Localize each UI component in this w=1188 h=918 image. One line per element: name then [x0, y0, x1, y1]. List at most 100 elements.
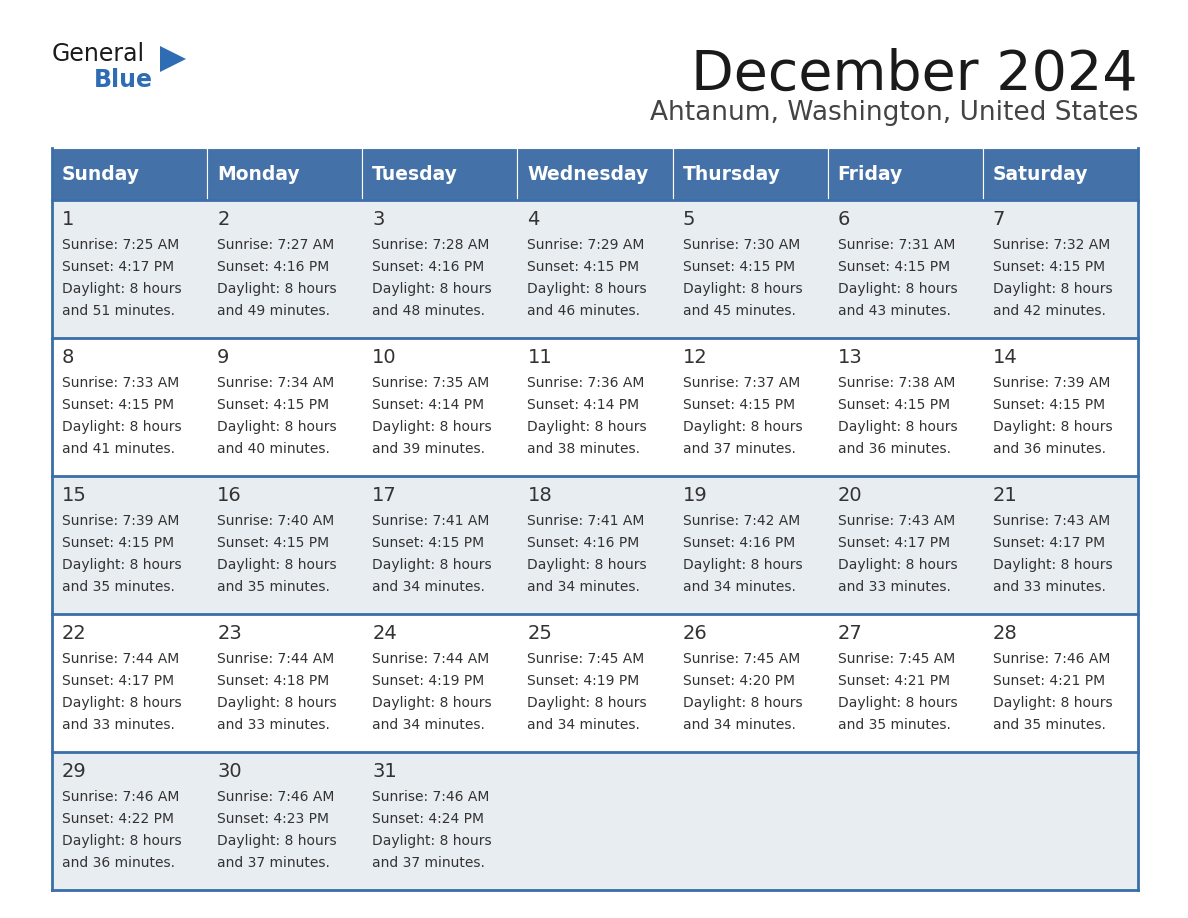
- Text: Sunset: 4:15 PM: Sunset: 4:15 PM: [993, 398, 1105, 412]
- Text: Daylight: 8 hours: Daylight: 8 hours: [838, 282, 958, 296]
- Text: and 35 minutes.: and 35 minutes.: [62, 580, 175, 594]
- Text: 8: 8: [62, 348, 75, 367]
- Text: Sunset: 4:20 PM: Sunset: 4:20 PM: [683, 674, 795, 688]
- Text: 9: 9: [217, 348, 229, 367]
- Text: Thursday: Thursday: [683, 164, 781, 184]
- Text: Wednesday: Wednesday: [527, 164, 649, 184]
- Text: 26: 26: [683, 624, 707, 643]
- Polygon shape: [160, 46, 187, 72]
- Text: 1: 1: [62, 210, 75, 229]
- Text: 4: 4: [527, 210, 539, 229]
- Text: Sunset: 4:17 PM: Sunset: 4:17 PM: [62, 260, 175, 274]
- Text: Daylight: 8 hours: Daylight: 8 hours: [62, 558, 182, 572]
- Text: and 34 minutes.: and 34 minutes.: [527, 718, 640, 732]
- Bar: [207, 148, 362, 200]
- Text: and 43 minutes.: and 43 minutes.: [838, 304, 950, 318]
- Text: Sunrise: 7:43 AM: Sunrise: 7:43 AM: [838, 514, 955, 528]
- Text: Sunrise: 7:45 AM: Sunrise: 7:45 AM: [683, 652, 800, 666]
- Text: Sunrise: 7:43 AM: Sunrise: 7:43 AM: [993, 514, 1110, 528]
- Text: and 49 minutes.: and 49 minutes.: [217, 304, 330, 318]
- Text: Sunrise: 7:39 AM: Sunrise: 7:39 AM: [993, 376, 1111, 390]
- Text: Sunset: 4:16 PM: Sunset: 4:16 PM: [217, 260, 329, 274]
- Text: Daylight: 8 hours: Daylight: 8 hours: [683, 282, 802, 296]
- Text: Sunrise: 7:37 AM: Sunrise: 7:37 AM: [683, 376, 800, 390]
- Text: Daylight: 8 hours: Daylight: 8 hours: [372, 696, 492, 710]
- Text: Sunset: 4:15 PM: Sunset: 4:15 PM: [683, 260, 795, 274]
- Text: Daylight: 8 hours: Daylight: 8 hours: [527, 420, 647, 434]
- Text: and 42 minutes.: and 42 minutes.: [993, 304, 1106, 318]
- Text: Sunrise: 7:44 AM: Sunrise: 7:44 AM: [217, 652, 334, 666]
- Text: and 33 minutes.: and 33 minutes.: [62, 718, 175, 732]
- Text: and 39 minutes.: and 39 minutes.: [372, 442, 485, 456]
- Text: Sunset: 4:15 PM: Sunset: 4:15 PM: [372, 536, 485, 550]
- Text: 11: 11: [527, 348, 552, 367]
- Text: and 41 minutes.: and 41 minutes.: [62, 442, 175, 456]
- Text: Sunset: 4:22 PM: Sunset: 4:22 PM: [62, 812, 173, 826]
- Text: and 34 minutes.: and 34 minutes.: [683, 718, 796, 732]
- Text: and 35 minutes.: and 35 minutes.: [993, 718, 1106, 732]
- Bar: [672, 148, 828, 200]
- Text: Sunrise: 7:46 AM: Sunrise: 7:46 AM: [217, 790, 335, 804]
- Text: Sunrise: 7:29 AM: Sunrise: 7:29 AM: [527, 238, 645, 252]
- Text: 31: 31: [372, 762, 397, 781]
- Text: Sunrise: 7:44 AM: Sunrise: 7:44 AM: [372, 652, 489, 666]
- Text: Ahtanum, Washington, United States: Ahtanum, Washington, United States: [650, 100, 1138, 126]
- Text: Sunset: 4:15 PM: Sunset: 4:15 PM: [683, 398, 795, 412]
- Text: Sunrise: 7:44 AM: Sunrise: 7:44 AM: [62, 652, 179, 666]
- Text: Sunrise: 7:41 AM: Sunrise: 7:41 AM: [372, 514, 489, 528]
- Text: Sunset: 4:17 PM: Sunset: 4:17 PM: [838, 536, 950, 550]
- Text: Monday: Monday: [217, 164, 299, 184]
- Text: and 36 minutes.: and 36 minutes.: [838, 442, 950, 456]
- Text: 21: 21: [993, 486, 1018, 505]
- Text: Sunrise: 7:46 AM: Sunrise: 7:46 AM: [372, 790, 489, 804]
- Text: Daylight: 8 hours: Daylight: 8 hours: [217, 558, 336, 572]
- Text: Sunrise: 7:46 AM: Sunrise: 7:46 AM: [62, 790, 179, 804]
- Text: Sunset: 4:15 PM: Sunset: 4:15 PM: [993, 260, 1105, 274]
- Text: 2: 2: [217, 210, 229, 229]
- Text: Sunset: 4:21 PM: Sunset: 4:21 PM: [993, 674, 1105, 688]
- Bar: [52, 148, 207, 200]
- Text: December 2024: December 2024: [691, 48, 1138, 102]
- Text: 6: 6: [838, 210, 851, 229]
- Text: Daylight: 8 hours: Daylight: 8 hours: [683, 558, 802, 572]
- Text: Daylight: 8 hours: Daylight: 8 hours: [217, 420, 336, 434]
- Text: 14: 14: [993, 348, 1018, 367]
- Text: and 37 minutes.: and 37 minutes.: [372, 856, 485, 870]
- Text: and 33 minutes.: and 33 minutes.: [993, 580, 1106, 594]
- Text: and 33 minutes.: and 33 minutes.: [838, 580, 950, 594]
- Text: Sunday: Sunday: [62, 164, 140, 184]
- Text: and 37 minutes.: and 37 minutes.: [683, 442, 796, 456]
- Text: and 45 minutes.: and 45 minutes.: [683, 304, 796, 318]
- Bar: [52, 476, 1138, 614]
- Text: 20: 20: [838, 486, 862, 505]
- Bar: [518, 148, 672, 200]
- Bar: [982, 148, 1138, 200]
- Text: Daylight: 8 hours: Daylight: 8 hours: [217, 282, 336, 296]
- Text: Daylight: 8 hours: Daylight: 8 hours: [838, 696, 958, 710]
- Text: Sunrise: 7:31 AM: Sunrise: 7:31 AM: [838, 238, 955, 252]
- Text: 24: 24: [372, 624, 397, 643]
- Text: Sunset: 4:23 PM: Sunset: 4:23 PM: [217, 812, 329, 826]
- Text: Sunrise: 7:27 AM: Sunrise: 7:27 AM: [217, 238, 334, 252]
- Text: 19: 19: [683, 486, 707, 505]
- Text: and 35 minutes.: and 35 minutes.: [838, 718, 950, 732]
- Text: and 48 minutes.: and 48 minutes.: [372, 304, 485, 318]
- Bar: [52, 338, 1138, 476]
- Text: Daylight: 8 hours: Daylight: 8 hours: [372, 420, 492, 434]
- Text: Sunrise: 7:32 AM: Sunrise: 7:32 AM: [993, 238, 1110, 252]
- Text: Sunrise: 7:30 AM: Sunrise: 7:30 AM: [683, 238, 800, 252]
- Text: Saturday: Saturday: [993, 164, 1088, 184]
- Text: and 36 minutes.: and 36 minutes.: [993, 442, 1106, 456]
- Text: Sunrise: 7:28 AM: Sunrise: 7:28 AM: [372, 238, 489, 252]
- Text: Sunset: 4:14 PM: Sunset: 4:14 PM: [527, 398, 639, 412]
- Text: Sunset: 4:16 PM: Sunset: 4:16 PM: [372, 260, 485, 274]
- Text: Sunset: 4:24 PM: Sunset: 4:24 PM: [372, 812, 485, 826]
- Text: and 33 minutes.: and 33 minutes.: [217, 718, 330, 732]
- Text: Sunset: 4:19 PM: Sunset: 4:19 PM: [527, 674, 639, 688]
- Text: and 46 minutes.: and 46 minutes.: [527, 304, 640, 318]
- Text: Daylight: 8 hours: Daylight: 8 hours: [62, 834, 182, 848]
- Text: 30: 30: [217, 762, 242, 781]
- Text: Sunset: 4:15 PM: Sunset: 4:15 PM: [217, 536, 329, 550]
- Text: Daylight: 8 hours: Daylight: 8 hours: [527, 696, 647, 710]
- Bar: [362, 148, 518, 200]
